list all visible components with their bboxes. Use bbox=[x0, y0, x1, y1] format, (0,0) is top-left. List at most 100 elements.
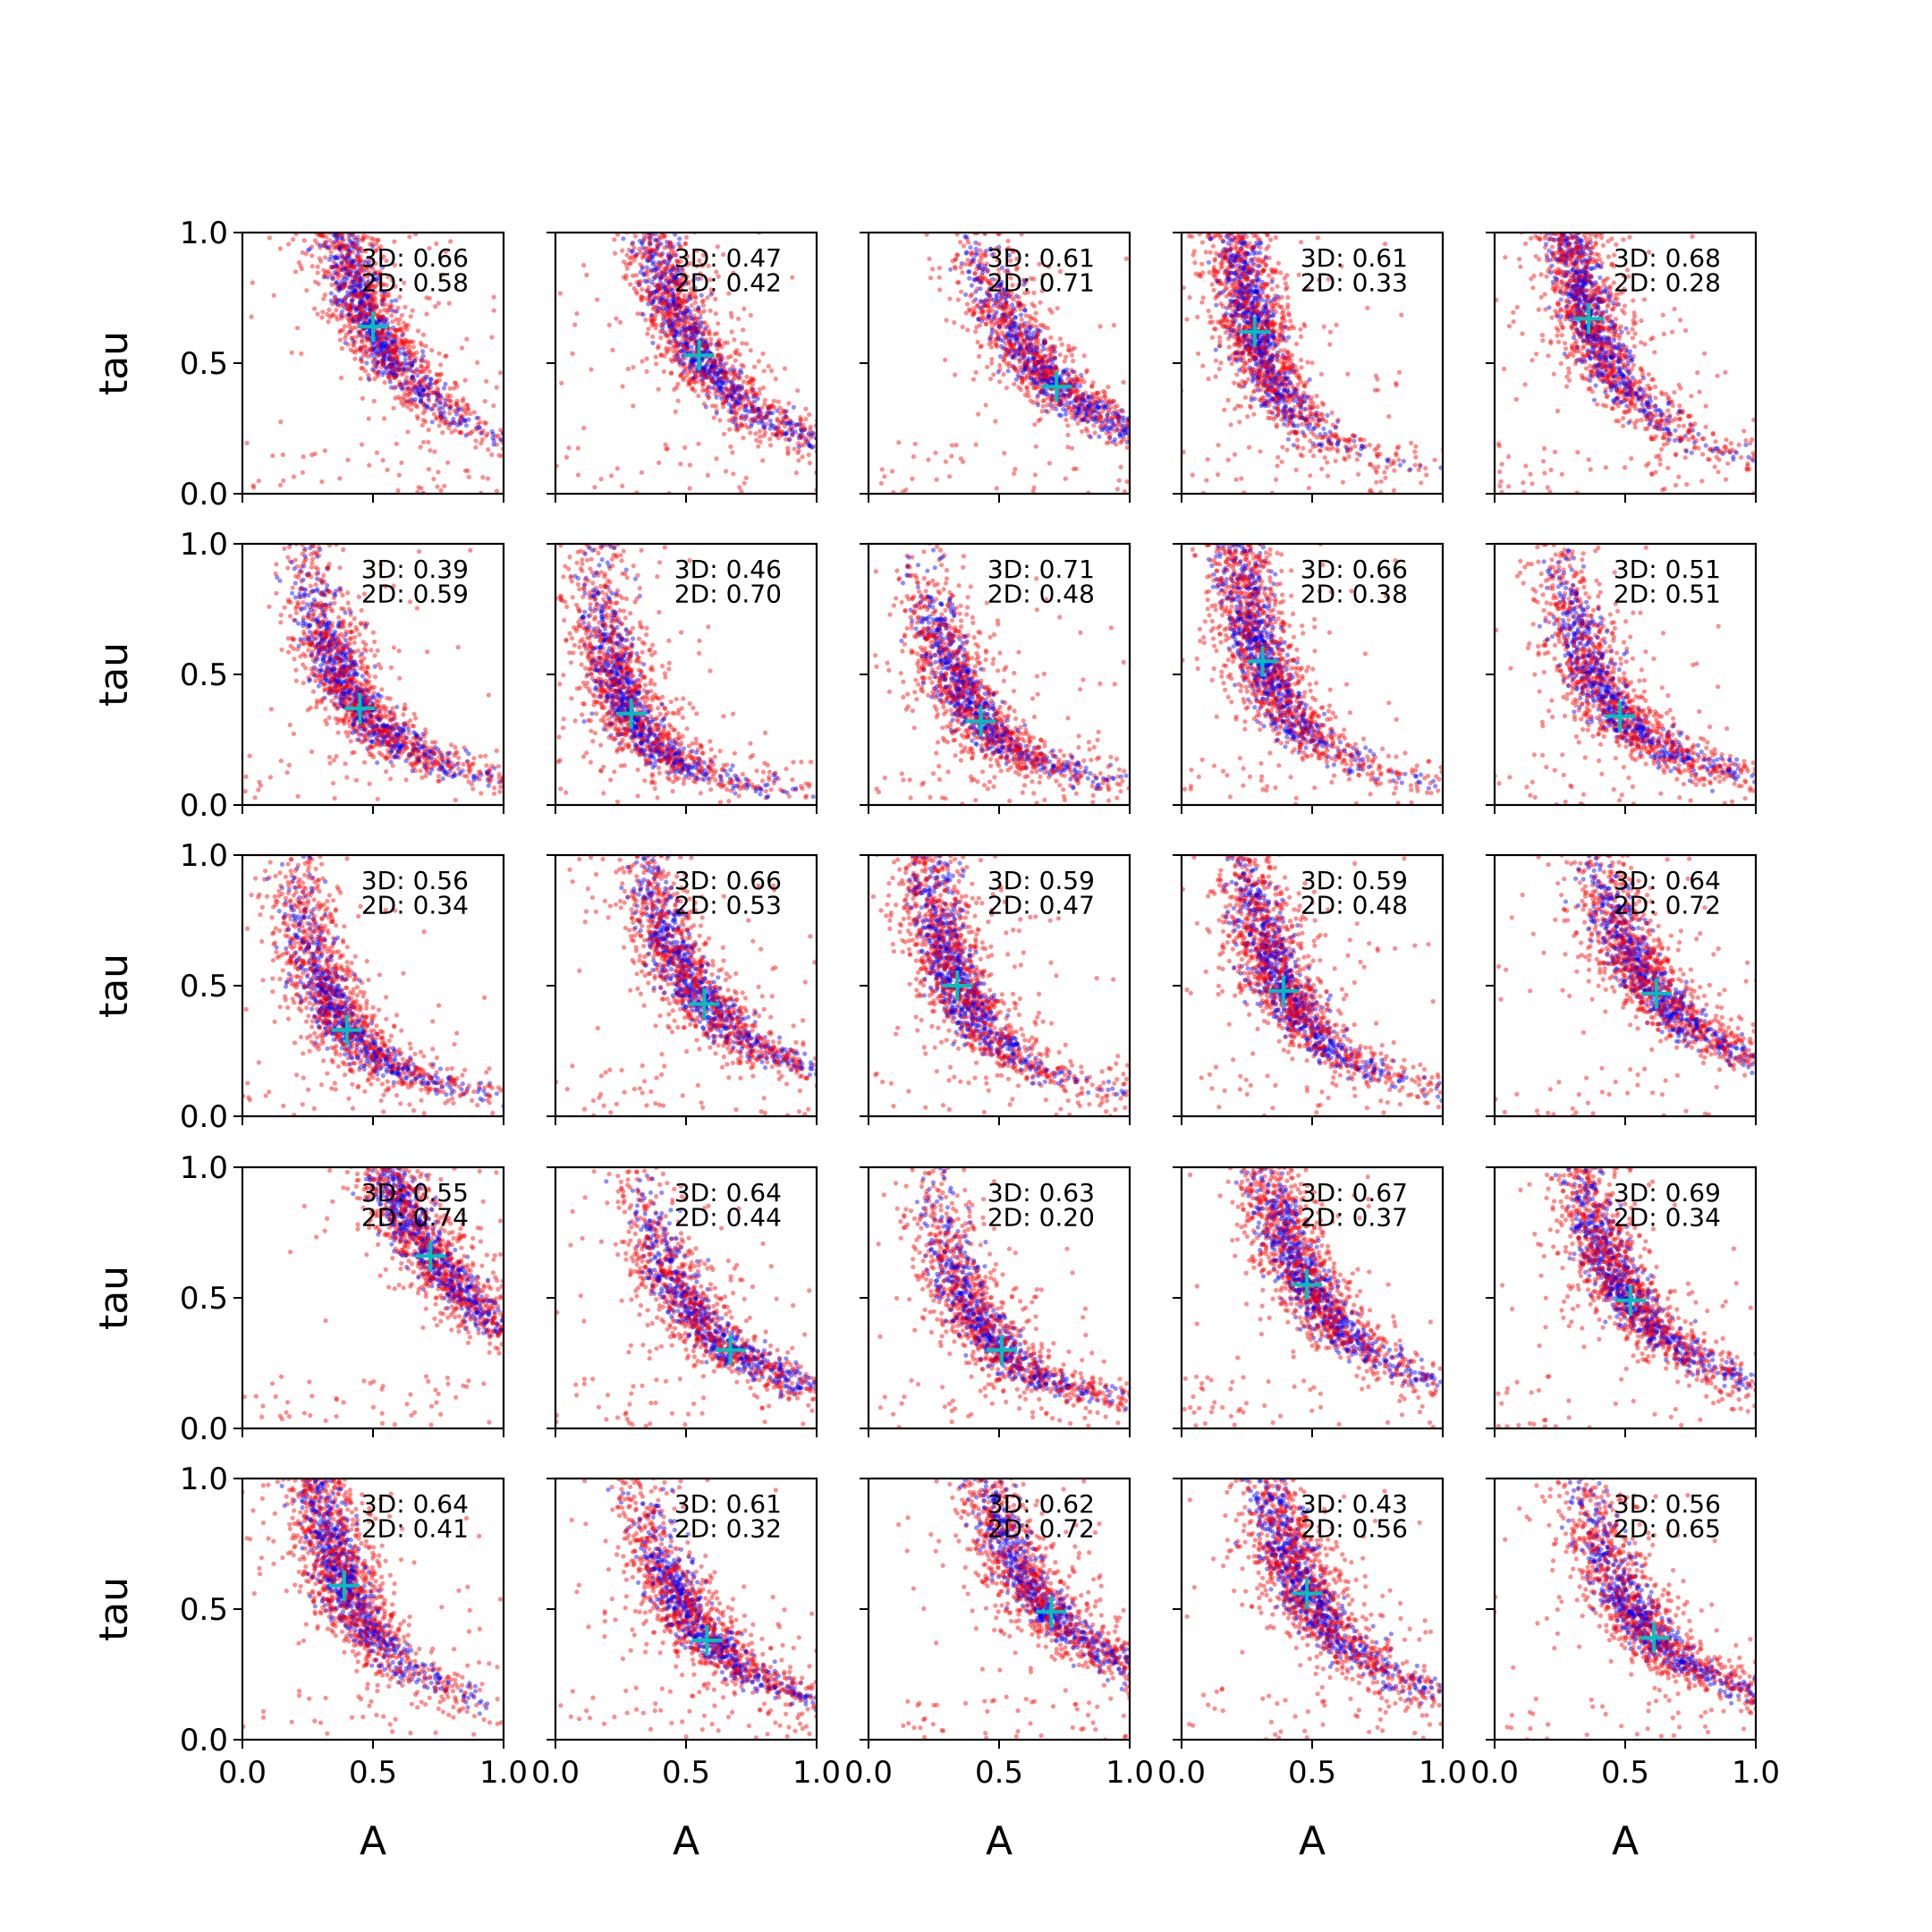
point-2d bbox=[464, 210, 469, 215]
point-2d bbox=[754, 415, 758, 419]
point-2d bbox=[837, 386, 842, 390]
point-2d bbox=[722, 432, 726, 436]
point-2d bbox=[292, 224, 297, 228]
point-2d bbox=[1378, 496, 1383, 501]
point-2d bbox=[741, 379, 746, 384]
point-2d bbox=[661, 292, 665, 296]
point-2d bbox=[381, 362, 386, 367]
point-2d bbox=[1521, 471, 1525, 476]
point-2d bbox=[1004, 386, 1009, 390]
point-2d bbox=[339, 304, 343, 309]
point-2d bbox=[1070, 352, 1074, 357]
point-2d bbox=[407, 392, 411, 396]
point-3d bbox=[317, 222, 321, 226]
point-2d bbox=[519, 425, 523, 429]
point-2d bbox=[377, 210, 382, 215]
point-2d bbox=[1359, 495, 1363, 499]
point-3d bbox=[1141, 484, 1146, 488]
point-2d bbox=[666, 254, 671, 258]
point-3d bbox=[972, 479, 977, 483]
point-2d bbox=[655, 295, 659, 300]
point-2d bbox=[1171, 481, 1175, 486]
point-2d bbox=[628, 216, 632, 220]
point-2d bbox=[1184, 486, 1189, 490]
point-2d bbox=[965, 327, 970, 332]
point-2d bbox=[365, 334, 369, 338]
point-2d bbox=[365, 204, 369, 208]
point-2d bbox=[953, 208, 957, 212]
point-3d bbox=[1148, 426, 1152, 430]
point-2d bbox=[346, 216, 351, 220]
point-2d bbox=[675, 382, 680, 386]
point-3d bbox=[425, 404, 429, 409]
point-2d bbox=[484, 379, 488, 384]
point-2d bbox=[558, 291, 563, 295]
point-3d bbox=[631, 241, 635, 245]
point-2d bbox=[352, 224, 357, 228]
point-2d bbox=[751, 222, 756, 226]
point-2d bbox=[1544, 495, 1548, 499]
point-3d bbox=[345, 211, 350, 216]
point-3d bbox=[698, 315, 702, 319]
point-2d bbox=[1104, 477, 1108, 481]
point-2d bbox=[608, 225, 613, 229]
point-2d bbox=[1592, 499, 1597, 504]
point-2d bbox=[1032, 422, 1037, 427]
point-3d bbox=[1239, 453, 1243, 458]
point-2d bbox=[302, 224, 307, 228]
point-2d bbox=[382, 416, 386, 420]
point-2d bbox=[671, 326, 675, 331]
point-2d bbox=[678, 305, 682, 309]
point-2d bbox=[409, 340, 413, 344]
point-2d bbox=[937, 275, 942, 280]
point-2d bbox=[376, 343, 380, 347]
point-2d bbox=[1324, 488, 1328, 493]
point-2d bbox=[337, 211, 342, 216]
point-2d bbox=[281, 225, 285, 229]
point-2d bbox=[1735, 469, 1740, 473]
point-2d bbox=[1164, 431, 1168, 436]
point-2d bbox=[1239, 452, 1243, 456]
point-2d bbox=[696, 309, 700, 313]
point-2d bbox=[654, 326, 658, 330]
point-2d bbox=[1212, 391, 1216, 395]
point-2d bbox=[818, 433, 822, 437]
point-2d bbox=[1098, 324, 1103, 328]
point-3d bbox=[419, 396, 423, 401]
point-2d bbox=[987, 217, 991, 222]
point-2d bbox=[760, 352, 765, 356]
point-3d bbox=[513, 439, 518, 444]
point-2d bbox=[358, 330, 362, 335]
point-2d bbox=[362, 318, 367, 323]
point-2d bbox=[988, 462, 993, 467]
point-2d bbox=[976, 340, 980, 344]
point-2d bbox=[669, 273, 674, 277]
point-2d bbox=[803, 417, 808, 421]
point-2d bbox=[616, 226, 621, 231]
point-2d bbox=[839, 437, 843, 442]
point-2d bbox=[729, 311, 733, 316]
point-2d bbox=[995, 486, 999, 490]
point-2d bbox=[1172, 419, 1176, 423]
point-2d bbox=[1372, 475, 1377, 479]
point-2d bbox=[933, 451, 937, 455]
point-2d bbox=[492, 295, 496, 300]
point-2d bbox=[709, 379, 714, 384]
point-2d bbox=[1581, 487, 1586, 491]
point-2d bbox=[1771, 488, 1775, 493]
point-2d bbox=[388, 303, 393, 308]
point-2d bbox=[631, 221, 635, 225]
point-2d bbox=[369, 347, 373, 352]
point-2d bbox=[402, 341, 406, 345]
point-3d bbox=[1217, 462, 1222, 466]
point-3d bbox=[1158, 438, 1163, 443]
point-2d bbox=[1307, 467, 1311, 471]
point-3d bbox=[1667, 486, 1672, 490]
point-2d bbox=[1169, 441, 1174, 445]
point-2d bbox=[663, 270, 667, 275]
point-2d bbox=[623, 276, 628, 281]
point-2d bbox=[447, 411, 452, 415]
point-2d bbox=[985, 365, 989, 369]
point-2d bbox=[416, 416, 420, 420]
point-2d bbox=[949, 470, 953, 474]
